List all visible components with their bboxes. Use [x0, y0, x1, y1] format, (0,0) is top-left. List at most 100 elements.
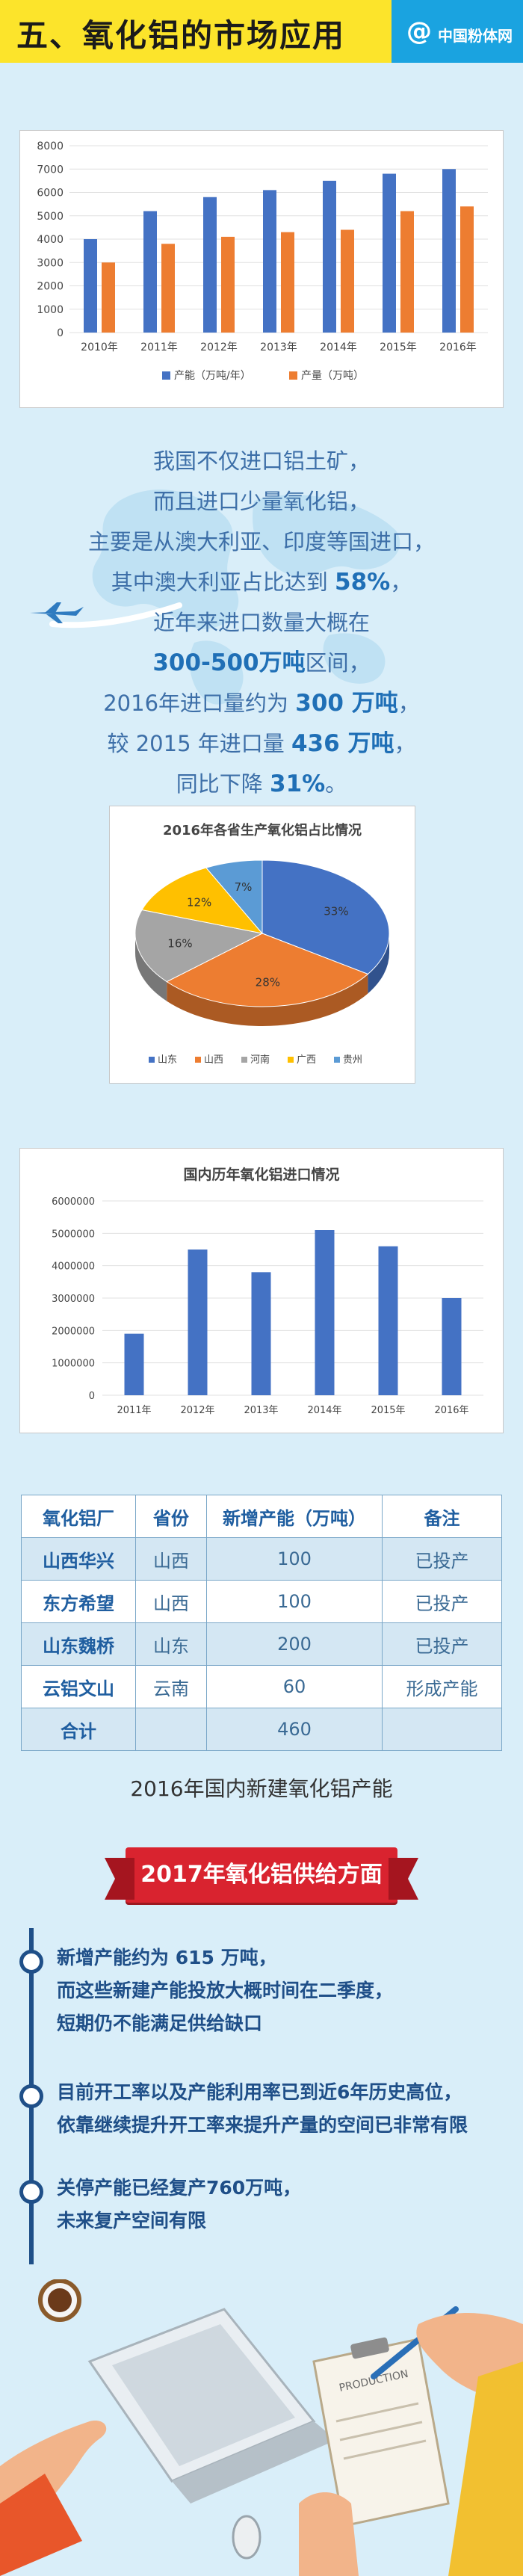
- timeline-line-text: 而这些新建产能投放大概时间在二季度，: [57, 1980, 394, 2001]
- table-cell: 200: [206, 1622, 383, 1666]
- table-cell: 已投产: [382, 1580, 502, 1623]
- bar: [124, 1333, 144, 1395]
- timeline-dot-icon: [19, 2084, 43, 2108]
- timeline-line-text: 关停产能已经复产760万吨，: [57, 2177, 302, 2199]
- legend-label: 广西: [297, 1054, 316, 1066]
- table-cell: 已投产: [382, 1537, 502, 1581]
- data-label: 12%: [187, 895, 211, 909]
- pie-slice: [141, 867, 264, 934]
- summary-line: 同比下降 31%。: [176, 770, 347, 797]
- bar: [281, 232, 294, 333]
- legend-swatch: [162, 371, 170, 380]
- timeline-line-text: 目前开工率以及产能利用率已到近6年历史高位，: [57, 2081, 462, 2103]
- table-header: 氧化铝厂: [21, 1495, 136, 1538]
- bar: [161, 244, 175, 333]
- bar: [84, 239, 97, 333]
- table-cell: 云南: [135, 1665, 207, 1708]
- table-cell: [135, 1708, 207, 1751]
- timeline-dot-icon: [19, 1950, 43, 1974]
- chart-title: 国内历年氧化铝进口情况: [183, 1167, 340, 1183]
- x-tick-label: 2015年: [380, 342, 417, 353]
- y-tick-label: 3000000: [52, 1294, 95, 1305]
- continent-shape: [92, 489, 239, 629]
- y-tick-label: 5000: [37, 211, 64, 223]
- x-tick-label: 2016年: [434, 1405, 468, 1416]
- summary-line: 300-500万吨区间，: [152, 649, 371, 676]
- table-cell: 已投产: [382, 1622, 502, 1666]
- y-tick-label: 5000000: [52, 1229, 95, 1240]
- bar: [442, 1298, 462, 1395]
- table-header: 省份: [135, 1495, 207, 1538]
- table-cell: 合计: [21, 1708, 136, 1751]
- bar: [383, 173, 396, 333]
- timeline-line-text: 依靠继续提升开工率来提升产量的空间已非常有限: [57, 2114, 468, 2136]
- table-cell: 60: [206, 1665, 383, 1708]
- x-tick-label: 2014年: [307, 1405, 341, 1416]
- brand-logo: @ 中国粉体网: [392, 0, 523, 63]
- x-tick-label: 2014年: [320, 342, 357, 353]
- data-label: 28%: [256, 976, 280, 989]
- table-caption: 2016年国内新建氧化铝产能: [130, 1776, 393, 1801]
- table-cell: 形成产能: [382, 1665, 502, 1708]
- legend-label: 贵州: [343, 1054, 362, 1066]
- table-cell: 山东: [135, 1622, 207, 1666]
- pie-slice-side: [167, 974, 368, 1026]
- table-header: 备注: [382, 1495, 502, 1538]
- highlight-value: 31%: [270, 770, 326, 797]
- pie-slice: [205, 859, 263, 935]
- x-tick-label: 2011年: [117, 1405, 151, 1416]
- timeline-item: 关停产能已经复产760万吨， 未来复产空间有限: [57, 2172, 301, 2237]
- y-tick-label: 3000: [37, 257, 64, 269]
- bar: [315, 1230, 335, 1395]
- continent-shape: [253, 495, 400, 578]
- hand-left-icon: [0, 2421, 107, 2576]
- new-capacity-table: 氧化铝厂 省份 新增产能（万吨） 备注 山西华兴 山西 100 已投产 东方希望…: [21, 1495, 502, 1751]
- legend-swatch: [195, 1057, 201, 1063]
- bar: [221, 236, 235, 333]
- y-tick-label: 2000: [37, 281, 64, 293]
- plane-trail: [49, 602, 182, 628]
- bar: [460, 206, 474, 333]
- bar: [102, 262, 115, 333]
- x-tick-label: 2012年: [180, 1405, 214, 1416]
- continent-shape: [189, 640, 244, 705]
- summary-line: 主要是从澳大利亚、印度等国进口，: [87, 529, 435, 555]
- hand-right-icon: [299, 2313, 523, 2576]
- capacity-output-chart-svg: 0 1000 2000 3000 4000 5000 6000 7000 8000 2010年 20…: [37, 140, 488, 382]
- timeline-item: 目前开工率以及产能利用率已到近6年历史高位， 依靠继续提升开工率来提升产量的空间…: [57, 2076, 468, 2142]
- table-row: 东方希望 山西 100 已投产: [21, 1580, 502, 1623]
- supply-section-banner: 2017年氧化铝供给方面: [105, 1847, 418, 1903]
- bar: [251, 1272, 271, 1395]
- legend-swatch: [334, 1057, 340, 1063]
- bar: [400, 211, 414, 333]
- summary-line: 我国不仅进口铝土矿，: [152, 448, 370, 474]
- y-tick-label: 4000000: [52, 1261, 95, 1273]
- y-tick-label: 7000: [37, 164, 64, 176]
- legend-swatch: [241, 1057, 247, 1063]
- y-tick-label: 6000: [37, 188, 64, 200]
- table-cell: 云铝文山: [21, 1665, 136, 1708]
- timeline-line-text: 新增产能约为 615 万吨，: [57, 1947, 277, 1968]
- pie-slice: [166, 933, 369, 1007]
- table-cell: 东方希望: [21, 1580, 136, 1623]
- bar: [323, 180, 336, 333]
- banner-title: 2017年氧化铝供给方面: [140, 1862, 383, 1888]
- clipboard-icon: PRODUCTION: [312, 2337, 450, 2527]
- timeline-dot-icon: [19, 2180, 43, 2204]
- table-cell: 山西: [135, 1537, 207, 1581]
- timeline-line-text: 短期仍不能满足供给缺口: [57, 2013, 263, 2034]
- section-title: 五、氧化铝的市场应用: [16, 17, 346, 54]
- table-cell: 100: [206, 1580, 383, 1623]
- data-label: 33%: [324, 905, 348, 918]
- legend-label: 产能（万吨/年）: [174, 370, 251, 382]
- table-row-total: 合计 460: [21, 1708, 502, 1751]
- data-label: 16%: [167, 937, 192, 951]
- y-tick-label: 8000: [37, 140, 64, 152]
- table-cell: 山西: [135, 1580, 207, 1623]
- bar: [442, 169, 456, 333]
- bar: [188, 1250, 208, 1395]
- highlight-value: 58%: [335, 569, 391, 596]
- table-cell: 山东魏桥: [21, 1622, 136, 1666]
- import-history-chart: 国内历年氧化铝进口情况 0 1000000 2000000 3000000 400000…: [19, 1148, 504, 1433]
- header-bar: 五、氧化铝的市场应用 @ 中国粉体网: [0, 0, 523, 63]
